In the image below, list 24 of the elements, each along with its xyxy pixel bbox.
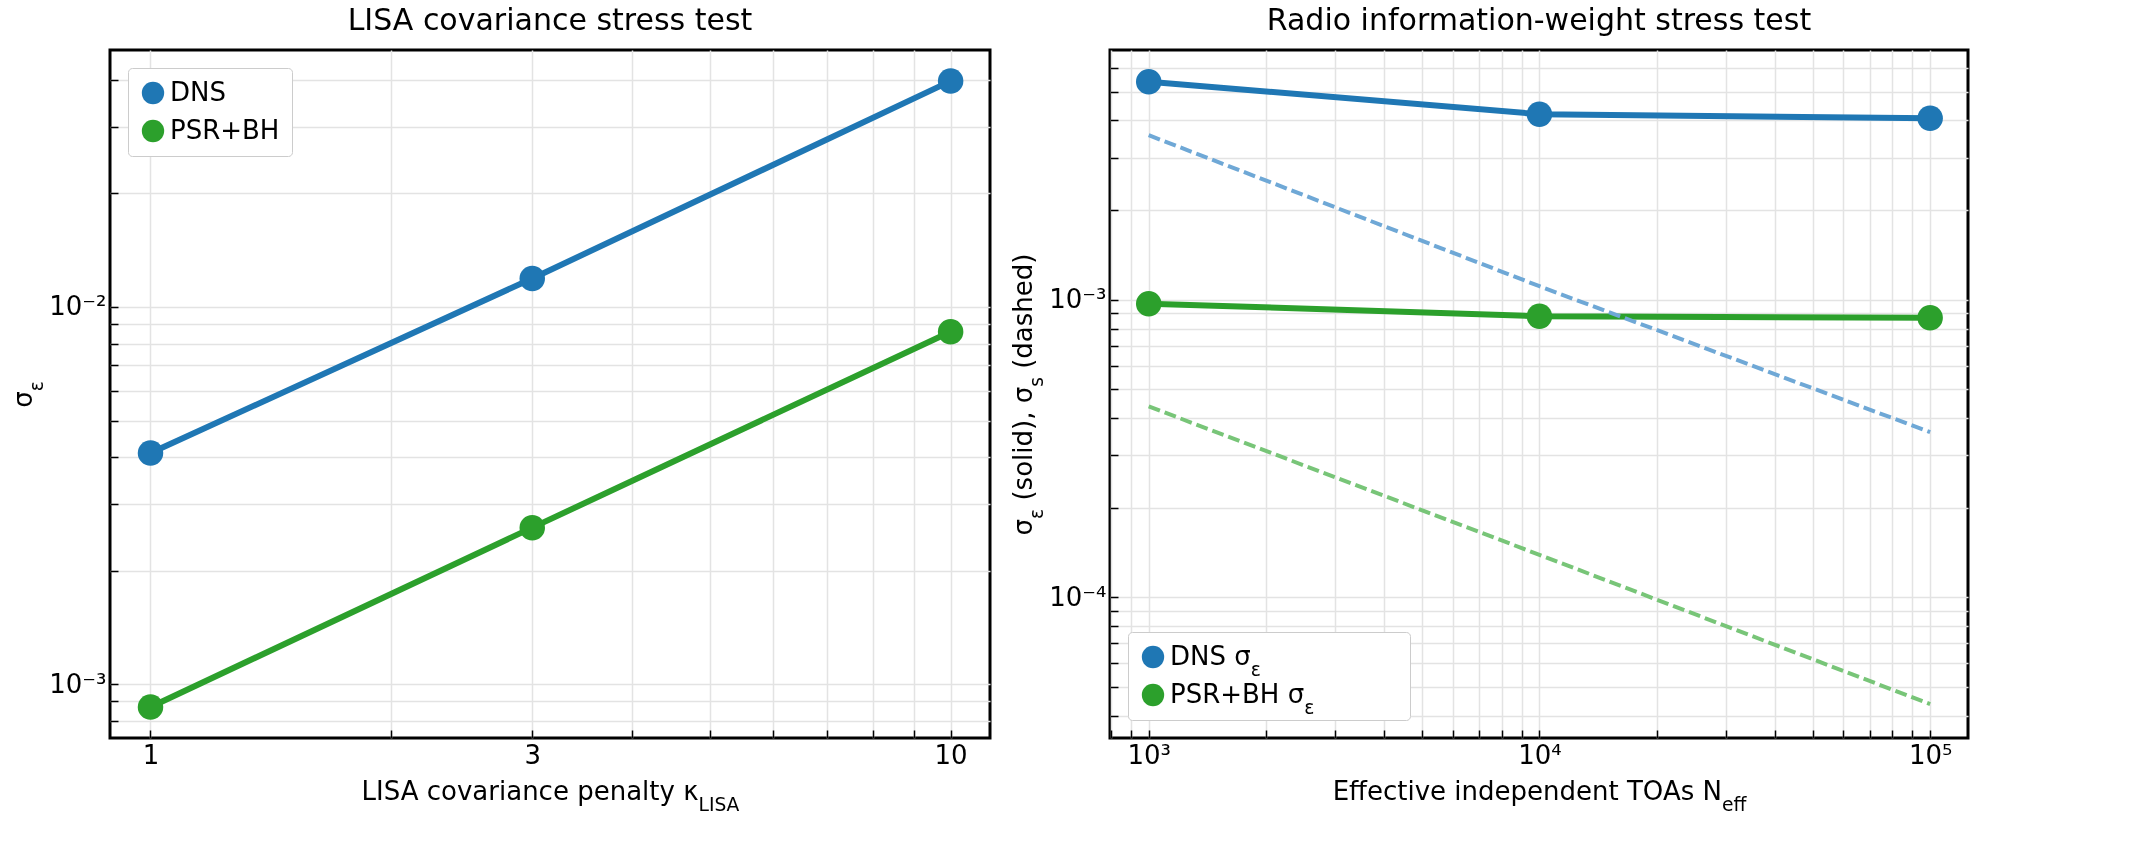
- x-tick-label: 3: [524, 739, 542, 770]
- x-axis-title: LISA covariance penalty κ$_{LISA}$: [361, 775, 740, 814]
- point: [1135, 290, 1162, 317]
- y-tick-label: 10⁻³: [1049, 284, 1107, 315]
- legend-label: DNS: [170, 77, 226, 107]
- x-tick-label: 10³: [1127, 739, 1171, 770]
- x-tick-label: 10⁵: [1908, 739, 1953, 770]
- x-tick-label: 1: [142, 739, 160, 770]
- point: [1526, 101, 1553, 127]
- x-tick-label: 10: [934, 739, 968, 770]
- legend-label: PSR+BH σ$_{ε}$: [1170, 679, 1315, 718]
- point: [1917, 105, 1943, 131]
- x-tick-label: 10⁴: [1518, 739, 1562, 770]
- point: [1917, 304, 1943, 331]
- chart-title: LISA covariance stress test: [347, 2, 753, 37]
- chart-title: Radio information-weight stress test: [1266, 2, 1812, 37]
- point: [1135, 68, 1162, 95]
- y-tick-label: 10⁻³: [49, 668, 107, 699]
- point: [1526, 303, 1553, 329]
- y-tick-label: 10⁻²: [49, 291, 107, 322]
- x-axis-title: Effective independent TOAs N$_{eff}$: [1332, 775, 1748, 814]
- legend-label: DNS σ$_{ε}$: [1170, 641, 1261, 680]
- y-tick-label: 10⁻⁴: [1049, 581, 1107, 612]
- legend-label: PSR+BH: [170, 115, 280, 145]
